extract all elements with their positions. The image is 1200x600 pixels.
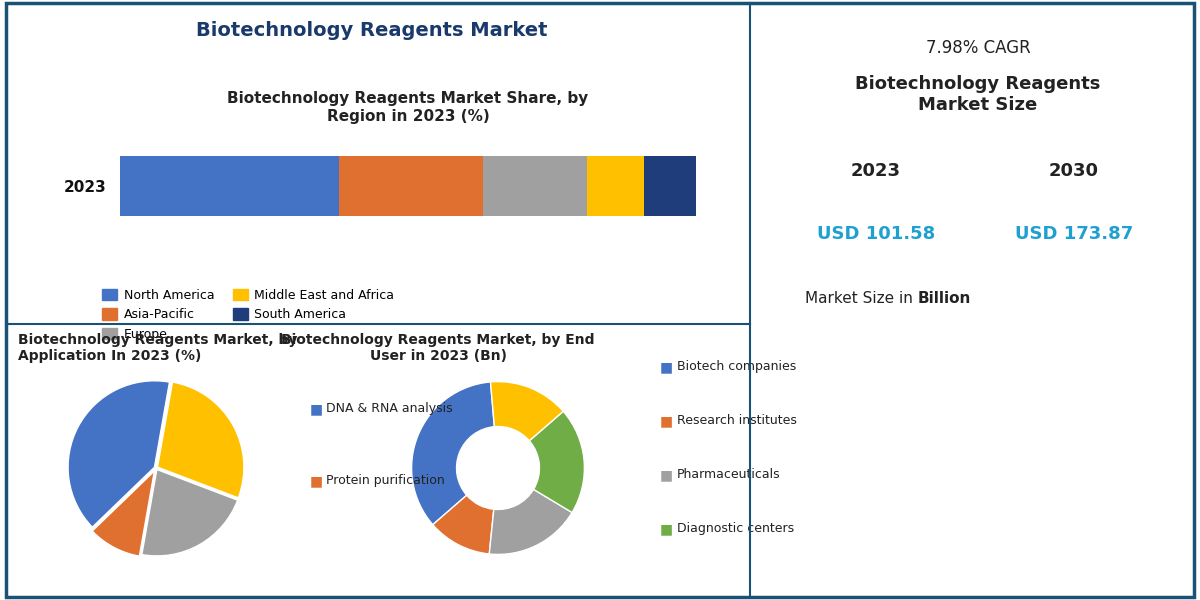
Wedge shape: [412, 382, 494, 524]
Bar: [338, 156, 482, 215]
Wedge shape: [491, 382, 563, 441]
Text: ■: ■: [660, 360, 673, 374]
Bar: [120, 156, 338, 215]
Text: Biotechnology Reagents Market: Biotechnology Reagents Market: [197, 21, 547, 40]
Wedge shape: [92, 471, 155, 556]
Text: Biotechnology Reagents Market, by
Application In 2023 (%): Biotechnology Reagents Market, by Applic…: [18, 333, 298, 363]
Text: USD 173.87: USD 173.87: [1015, 225, 1133, 243]
Bar: [587, 156, 644, 215]
Text: ■: ■: [310, 402, 323, 416]
Bar: [482, 156, 587, 215]
Wedge shape: [157, 382, 244, 498]
Text: Billion: Billion: [918, 291, 971, 306]
Wedge shape: [490, 490, 572, 554]
Wedge shape: [68, 381, 169, 527]
Title: Biotechnology Reagents Market Share, by
Region in 2023 (%): Biotechnology Reagents Market Share, by …: [227, 91, 589, 124]
Wedge shape: [142, 470, 238, 556]
Wedge shape: [433, 495, 494, 554]
Text: Biotechnology Reagents Market, by End
User in 2023 (Bn): Biotechnology Reagents Market, by End Us…: [281, 333, 595, 363]
Text: Research institutes: Research institutes: [677, 414, 797, 427]
Text: 2030: 2030: [1049, 162, 1099, 180]
Text: Protein purification: Protein purification: [326, 474, 445, 487]
Text: Biotech companies: Biotech companies: [677, 360, 796, 373]
Legend: North America, Asia-Pacific, Europe, Middle East and Africa, South America: North America, Asia-Pacific, Europe, Mid…: [97, 284, 400, 346]
Bar: [644, 156, 696, 215]
Text: Pharmaceuticals: Pharmaceuticals: [677, 468, 780, 481]
Text: DNA & RNA analysis: DNA & RNA analysis: [326, 402, 454, 415]
Text: USD 101.58: USD 101.58: [817, 225, 935, 243]
Text: ■: ■: [660, 414, 673, 428]
Text: 7.98% CAGR: 7.98% CAGR: [925, 39, 1031, 57]
Text: 2023: 2023: [851, 162, 901, 180]
Text: ■: ■: [660, 522, 673, 536]
Text: ■: ■: [310, 474, 323, 488]
Text: Diagnostic centers: Diagnostic centers: [677, 522, 794, 535]
Text: ■: ■: [660, 468, 673, 482]
Text: Biotechnology Reagents
Market Size: Biotechnology Reagents Market Size: [856, 75, 1100, 114]
Wedge shape: [529, 412, 584, 512]
Text: Market Size in: Market Size in: [805, 291, 918, 306]
